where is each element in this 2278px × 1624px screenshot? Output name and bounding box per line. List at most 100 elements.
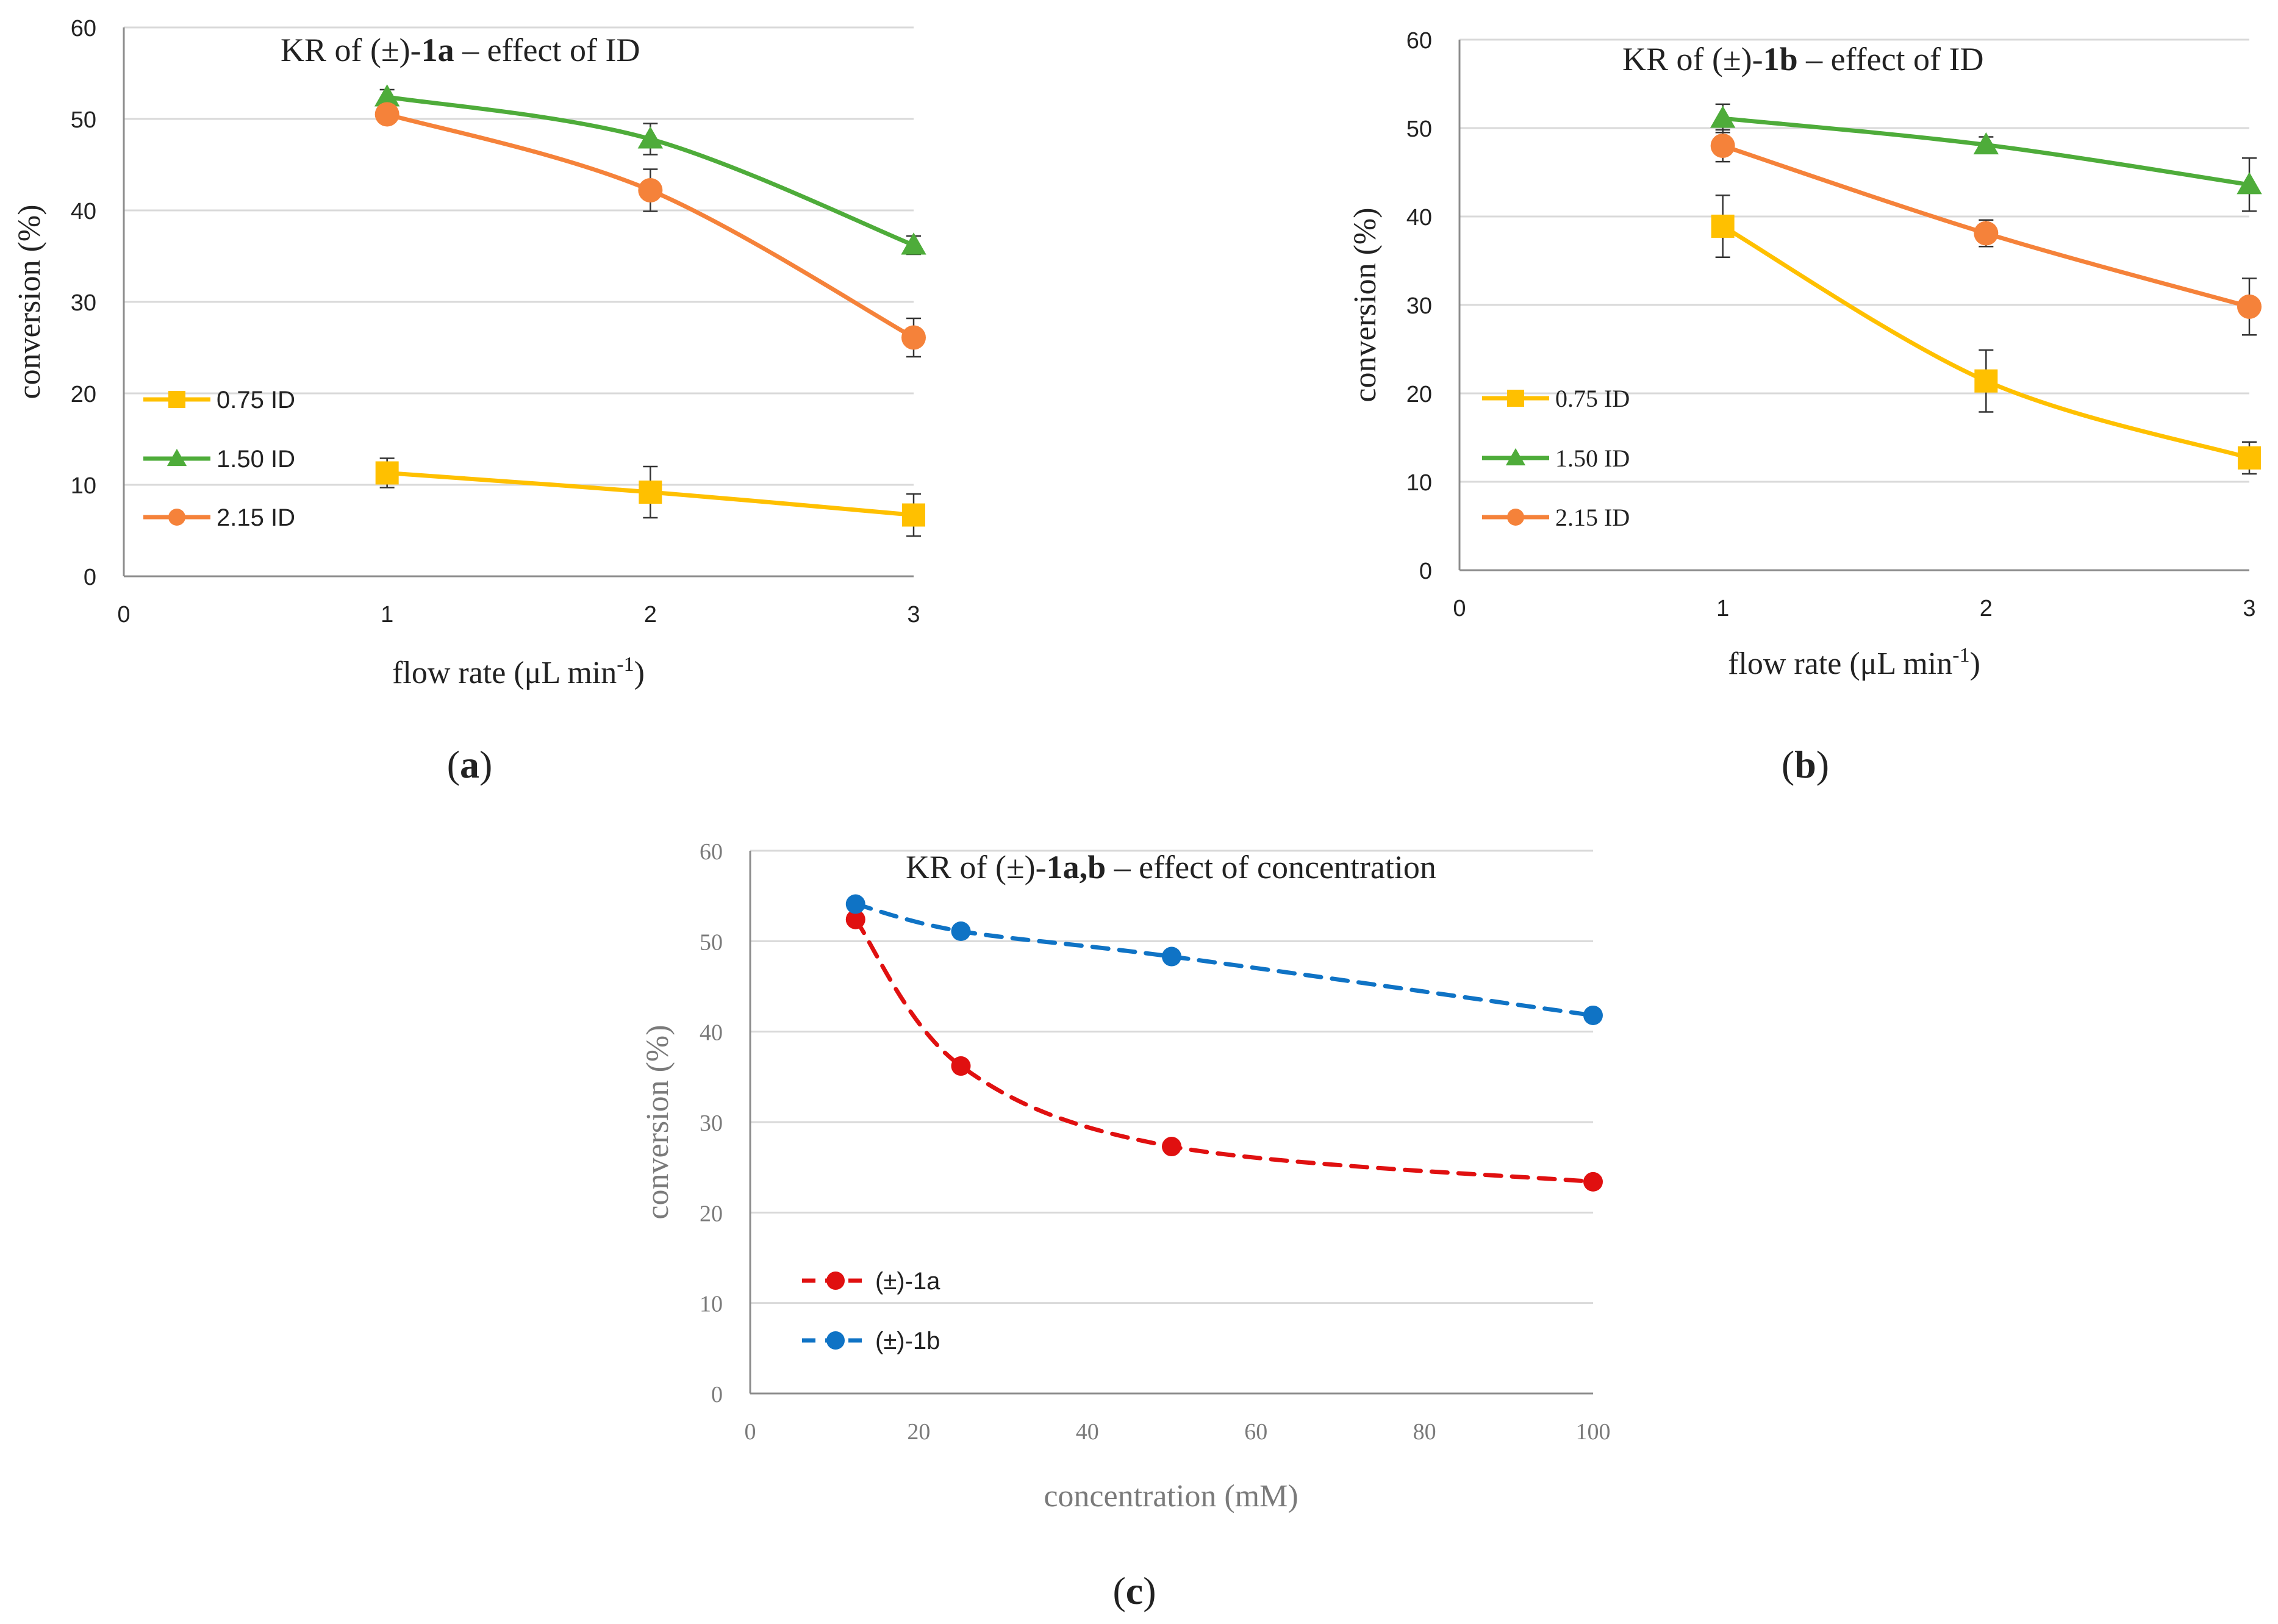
data-point bbox=[2238, 446, 2261, 470]
data-point bbox=[1710, 134, 1735, 158]
data-point bbox=[1162, 946, 1181, 967]
data-point bbox=[1162, 1137, 1181, 1157]
series-line bbox=[853, 902, 1596, 1018]
data-point bbox=[374, 102, 399, 127]
panel-label: (b) bbox=[1782, 743, 1829, 786]
x-axis-label: flow rate (μL min-1) bbox=[1728, 644, 1980, 681]
x-tick-label: 100 bbox=[1576, 1419, 1611, 1445]
x-axis-label-main: flow rate (μL min bbox=[392, 656, 617, 690]
data-point bbox=[1583, 1005, 1603, 1025]
data-point bbox=[2237, 294, 2262, 319]
chart-a: 0 10 20 30 40 50 60 0 1 2 3 KR of (±)-1a – effect o… bbox=[12, 16, 926, 786]
data-point bbox=[2237, 172, 2262, 195]
y-axis-label: conversion (%) bbox=[1348, 207, 1383, 402]
chart-title-part: 1b bbox=[1763, 41, 1798, 77]
y-tick-label: 0 bbox=[1419, 559, 1432, 584]
series-line bbox=[1721, 224, 2252, 460]
x-axis-label-sup: -1 bbox=[617, 653, 634, 676]
y-tick-label: 20 bbox=[71, 382, 96, 407]
legend-marker bbox=[168, 509, 185, 526]
x-axis-label-main: flow rate (μL min bbox=[1728, 646, 1952, 681]
legend-label: 1.50 ID bbox=[1555, 445, 1630, 472]
data-point bbox=[1973, 132, 1999, 155]
x-axis-label-sup: -1 bbox=[1952, 644, 1969, 667]
legend-label: (±)-1b bbox=[875, 1328, 940, 1354]
y-tick-label: 10 bbox=[700, 1292, 723, 1317]
y-tick-label: 0 bbox=[711, 1382, 723, 1408]
chart-title-part: – effect of ID bbox=[1798, 41, 1984, 77]
legend-label: 2.15 ID bbox=[217, 504, 295, 531]
y-tick-label: 60 bbox=[71, 16, 96, 41]
legend-label: 1.50 ID bbox=[217, 446, 295, 473]
y-tick-label: 10 bbox=[71, 473, 96, 499]
data-point bbox=[901, 232, 926, 255]
panel-label-part: ( bbox=[1112, 1569, 1125, 1612]
y-tick-label: 50 bbox=[1406, 116, 1432, 142]
panel-label-part: a bbox=[460, 743, 479, 786]
y-tick-label: 0 bbox=[84, 565, 96, 590]
panel-label-part: ( bbox=[1782, 743, 1794, 786]
x-tick-label: 2 bbox=[644, 602, 657, 628]
y-tick-label: 20 bbox=[700, 1201, 723, 1226]
x-axis-label: concentration (mM) bbox=[1044, 1479, 1298, 1514]
x-tick-label: 2 bbox=[1980, 596, 1993, 621]
data-point bbox=[902, 503, 925, 527]
y-tick-label: 30 bbox=[700, 1111, 723, 1136]
chart-c: 0 10 20 30 40 50 60 0 20 40 60 80 100 KR of (±)-1a,b … bbox=[640, 839, 1611, 1612]
panel-label-part: c bbox=[1126, 1569, 1143, 1612]
y-tick-label: 20 bbox=[1406, 382, 1432, 407]
y-tick-label: 10 bbox=[1406, 470, 1432, 496]
y-tick-label: 60 bbox=[1406, 28, 1432, 54]
x-tick-label: 60 bbox=[1244, 1419, 1267, 1445]
legend-marker bbox=[826, 1272, 845, 1290]
y-tick-label: 30 bbox=[71, 290, 96, 316]
x-axis-label-close: ) bbox=[1970, 646, 1980, 681]
y-axis-label: conversion (%) bbox=[640, 1025, 675, 1219]
chart-title: KR of (±)-1a,b – effect of concentration bbox=[906, 849, 1436, 885]
panel-label-part: b bbox=[1794, 743, 1816, 786]
series-1-50-ID bbox=[1710, 103, 2262, 212]
data-point bbox=[845, 894, 865, 914]
legend-label: 2.15 ID bbox=[1555, 504, 1630, 531]
x-tick-label: 80 bbox=[1413, 1419, 1436, 1445]
series--1b bbox=[845, 894, 1603, 1025]
y-tick-label: 30 bbox=[1406, 293, 1432, 319]
panel-label-part: ) bbox=[479, 743, 492, 786]
chart-title-part: – effect of concentration bbox=[1106, 849, 1436, 885]
data-point bbox=[901, 325, 926, 350]
series-line bbox=[853, 917, 1596, 1184]
x-tick-label: 1 bbox=[381, 602, 393, 628]
panel-label: (a) bbox=[447, 743, 493, 786]
x-tick-label: 20 bbox=[907, 1419, 930, 1445]
data-point bbox=[1974, 221, 1999, 246]
series-2-15-ID bbox=[374, 102, 926, 358]
data-point bbox=[374, 84, 400, 107]
data-point bbox=[637, 126, 664, 149]
series-1-50-ID bbox=[374, 84, 926, 256]
y-tick-label: 50 bbox=[700, 929, 723, 955]
data-point bbox=[375, 461, 399, 485]
data-point bbox=[951, 921, 971, 942]
series--1a bbox=[845, 909, 1603, 1192]
series-0-75-ID bbox=[375, 457, 925, 537]
chart-title-part: – effect of ID bbox=[454, 32, 640, 68]
panel-label-part: ( bbox=[447, 743, 460, 786]
y-tick-label: 40 bbox=[1406, 205, 1432, 231]
chart-title-part: KR of (±)- bbox=[906, 849, 1047, 885]
data-point bbox=[1711, 214, 1735, 238]
data-point bbox=[845, 909, 865, 929]
chart-title-part: 1a bbox=[421, 32, 454, 68]
legend-marker bbox=[1507, 390, 1524, 407]
legend-marker bbox=[167, 448, 187, 467]
panel-label-part: ) bbox=[1143, 1569, 1156, 1612]
data-point bbox=[638, 178, 663, 202]
y-tick-label: 50 bbox=[71, 107, 96, 133]
x-tick-label: 3 bbox=[2243, 596, 2255, 621]
x-tick-label: 1 bbox=[1716, 596, 1729, 621]
chart-title-part: KR of (±)- bbox=[281, 32, 421, 68]
data-point bbox=[639, 481, 662, 504]
panel-label: (c) bbox=[1112, 1569, 1156, 1612]
data-point bbox=[951, 1056, 971, 1076]
y-tick-label: 40 bbox=[700, 1020, 723, 1046]
chart-title-part: 1a,b bbox=[1047, 849, 1106, 885]
